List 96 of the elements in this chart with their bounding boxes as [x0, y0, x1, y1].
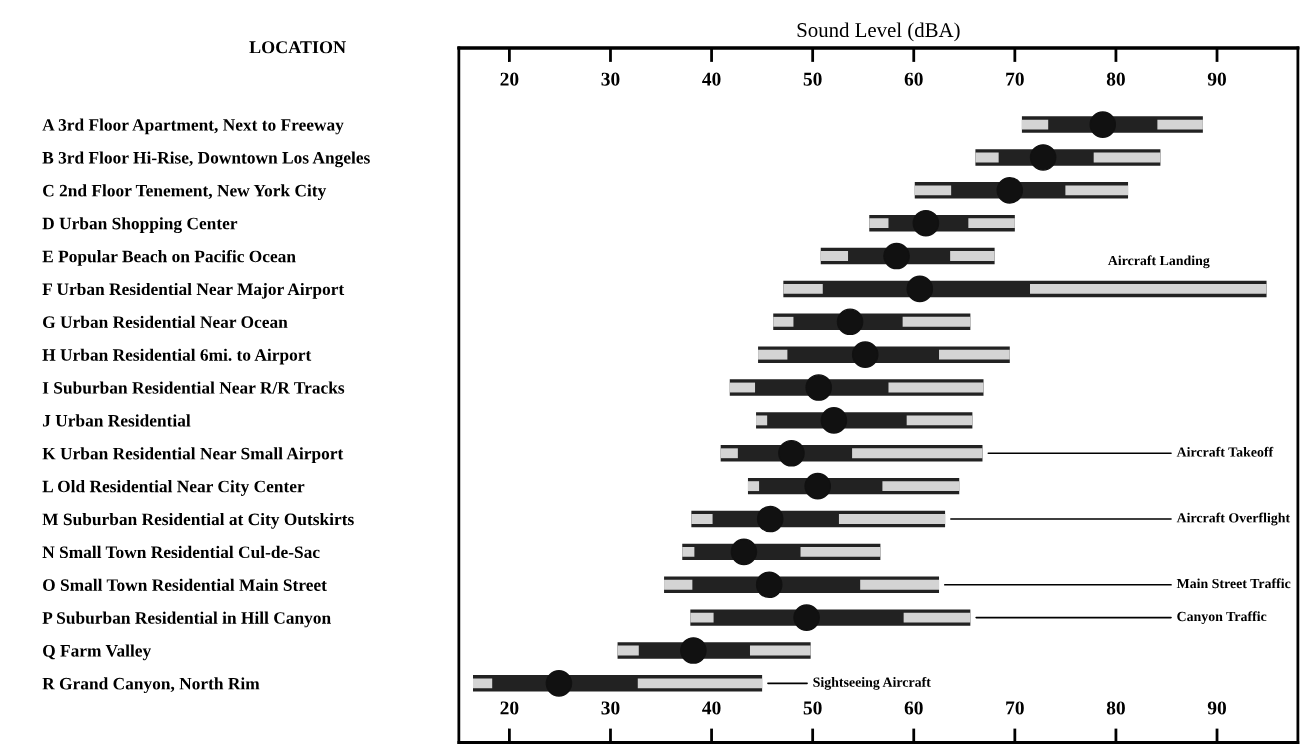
annotation: Main Street Traffic: [1176, 578, 1291, 589]
x2-tick-label: 60: [904, 72, 923, 86]
bar: [1030, 283, 1267, 294]
bar: [852, 448, 983, 459]
bar: [691, 514, 713, 524]
x2-tick-label: 90: [1207, 72, 1226, 86]
bar: [783, 283, 823, 294]
y-tick-label: N Small Town Residential Cul-de-Sac: [42, 545, 320, 559]
bar: [950, 251, 995, 261]
x-tick-label: 20: [500, 701, 519, 715]
point: [851, 341, 879, 368]
x-tick-label: 70: [1006, 701, 1024, 715]
bar: [888, 382, 984, 393]
x-tick-label: 60: [904, 701, 923, 715]
point: [820, 407, 848, 434]
bar: [939, 349, 1010, 360]
bar: [902, 316, 971, 327]
bar: [756, 415, 768, 426]
y-tick-label: O Small Town Residential Main Street: [43, 578, 327, 591]
bar: [682, 546, 695, 557]
y-tick-label: Q Farm Valley: [43, 644, 152, 661]
y-tick-label: F Urban Residential Near Major Airport: [42, 282, 345, 299]
point: [793, 604, 820, 631]
bar: [882, 481, 960, 492]
bar: [975, 152, 999, 163]
point: [730, 538, 758, 566]
annotation: Aircraft Takeoff: [1176, 446, 1274, 457]
point: [545, 670, 573, 697]
annotation: Aircraft Landing: [1107, 255, 1210, 269]
point: [756, 505, 784, 533]
text: LOCATION: [249, 41, 346, 54]
y-tick-label: P Suburban Residential in Hill Canyon: [42, 611, 331, 628]
bar: [914, 185, 952, 196]
bar: [773, 316, 794, 327]
y-tick-label: R Grand Canyon, North Rim: [42, 677, 260, 694]
y-tick-label: K Urban Residential Near Small Airport: [42, 447, 344, 463]
x2-tick-label: 30: [601, 72, 620, 86]
bar: [1093, 152, 1161, 163]
point: [680, 637, 707, 664]
x2-tick-label: 20: [500, 72, 519, 86]
y-tick-label: C 2nd Floor Tenement, New York City: [43, 184, 327, 201]
point: [804, 472, 832, 500]
y-tick-label: I Suburban Residential Near R/R Tracks: [42, 381, 345, 394]
y-tick-label: H Urban Residential 6mi. to Airport: [42, 348, 312, 365]
bar: [820, 251, 849, 261]
bar: [747, 481, 760, 492]
bar: [1065, 185, 1129, 196]
annotation: Aircraft Overflight: [1176, 512, 1291, 526]
point: [755, 571, 783, 599]
point: [906, 275, 934, 303]
bar: [637, 678, 763, 689]
point: [778, 439, 805, 467]
y-tick-label: M Suburban Residential at City Outskirts: [42, 512, 354, 529]
y-tick-label: D Urban Shopping Center: [42, 217, 238, 234]
bar: [1157, 119, 1203, 130]
y-tick-label: J Urban Residential: [42, 414, 191, 427]
bar: [860, 579, 940, 590]
x-tick-label: 50: [803, 701, 822, 715]
bar: [749, 645, 811, 656]
point: [805, 374, 833, 401]
point: [1089, 111, 1117, 138]
bar: [838, 514, 946, 524]
bar: [800, 546, 881, 557]
bar: [869, 218, 889, 229]
x-tick-label: 90: [1207, 701, 1226, 715]
point: [996, 177, 1024, 204]
y-tick-label: G Urban Residential Near Ocean: [43, 315, 288, 328]
bar: [729, 382, 756, 393]
bar: [473, 678, 493, 689]
bar: [758, 349, 788, 360]
point: [1029, 144, 1057, 171]
bar: [690, 612, 714, 623]
x2-tick-label: 50: [803, 72, 822, 86]
y-tick-label: B 3rd Floor Hi-Rise, Downtown Los Angeles: [42, 151, 370, 168]
y-tick-label: L Old Residential Near City Center: [42, 480, 305, 496]
x-tick-label: 80: [1106, 701, 1125, 715]
point: [912, 209, 940, 237]
bar: [968, 218, 1015, 229]
x-tick-label: 30: [601, 701, 620, 715]
x2-tick-label: 80: [1106, 72, 1125, 86]
bar: [664, 579, 693, 590]
point: [883, 242, 910, 270]
annotation: Canyon Traffic: [1177, 611, 1267, 624]
bar: [1021, 119, 1049, 130]
x2-tick-label: 40: [702, 72, 721, 86]
bar: [903, 612, 971, 623]
bar: [906, 415, 973, 426]
y-tick-label: E Popular Beach on Pacific Ocean: [42, 249, 296, 266]
point: [836, 308, 864, 336]
y-tick-label: A 3rd Floor Apartment, Next to Freeway: [42, 118, 344, 135]
x2-axis-title: Sound Level (dBA): [797, 22, 960, 42]
annotation: Sightseeing Aircraft: [813, 676, 931, 690]
x2-tick-label: 70: [1006, 72, 1024, 86]
bar: [617, 645, 639, 656]
x-tick-label: 40: [702, 701, 721, 715]
bar: [720, 448, 738, 459]
